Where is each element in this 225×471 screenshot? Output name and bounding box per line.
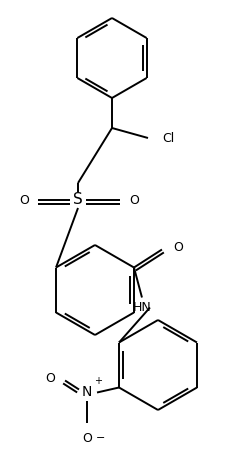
Text: O: O (82, 432, 92, 446)
Text: −: − (96, 432, 105, 442)
Text: +: + (94, 375, 102, 385)
Text: O: O (19, 194, 29, 206)
Text: O: O (173, 241, 183, 254)
Text: Cl: Cl (162, 131, 174, 145)
Text: O: O (129, 194, 139, 206)
Text: O: O (45, 372, 55, 385)
Text: S: S (73, 193, 83, 208)
Text: N: N (82, 385, 92, 399)
Text: HN: HN (133, 301, 151, 314)
